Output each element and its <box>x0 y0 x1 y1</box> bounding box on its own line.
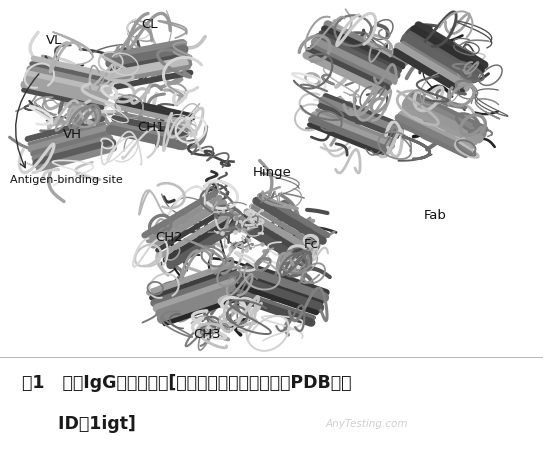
Text: Fc: Fc <box>304 238 319 251</box>
Text: VL: VL <box>46 34 62 47</box>
Text: Hinge: Hinge <box>252 167 292 179</box>
Text: Fab: Fab <box>424 209 446 222</box>
Text: AnyTesting.com: AnyTesting.com <box>326 419 408 429</box>
Text: VH: VH <box>62 128 81 141</box>
Text: CH1: CH1 <box>137 122 165 134</box>
Text: 图1   完整IgG抗体带状图[来源：蛋白结构数据库（PDB）；: 图1 完整IgG抗体带状图[来源：蛋白结构数据库（PDB）； <box>22 374 351 392</box>
Text: CH3: CH3 <box>193 328 220 341</box>
Text: ID：1igt]: ID：1igt] <box>22 415 136 433</box>
Text: Antigen-binding site: Antigen-binding site <box>10 175 123 185</box>
Text: CH2: CH2 <box>155 232 182 244</box>
Text: CL: CL <box>141 18 157 31</box>
